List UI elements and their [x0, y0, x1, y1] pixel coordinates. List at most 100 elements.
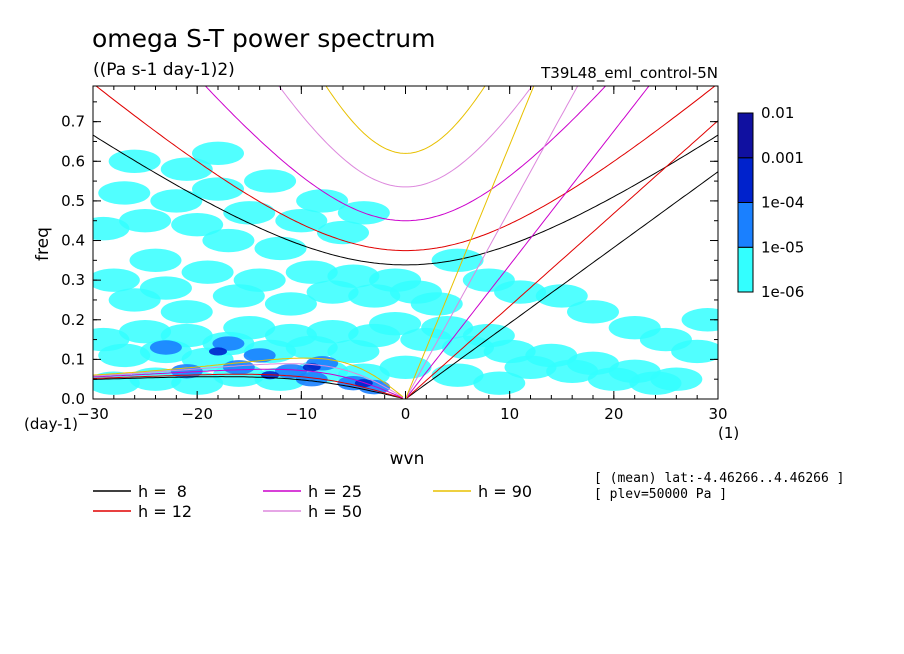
spectrum-blob [160, 300, 213, 324]
curve-inertia-gravity-h25 [204, 86, 607, 222]
spectrum-blob [473, 371, 526, 395]
spectrum-layer [93, 141, 718, 395]
spectrum-blob [129, 248, 182, 273]
x-unit-label: (1) [718, 424, 739, 442]
legend-label: h = 12 [138, 502, 192, 521]
curve-kelvin-h90 [405, 86, 535, 399]
spectrum-blob [410, 292, 463, 316]
spectrum-blob [650, 367, 703, 391]
x-tick-label: 10 [500, 405, 519, 423]
spectrum-blob [243, 348, 276, 363]
info-line-plev: [ plev=50000 Pa ] [594, 487, 727, 502]
spectrum-blob [306, 319, 359, 344]
run-label: T39L48_eml_control-5N [540, 64, 718, 83]
legend: h = 8h = 12 h = 25h = 50 h = 90 [93, 482, 532, 521]
spectrum-blob [192, 177, 244, 201]
spectrum-blob [108, 149, 161, 173]
spectrum-blob [171, 212, 224, 237]
curve-kelvin-h8 [405, 171, 718, 399]
dispersion-curves [93, 86, 718, 399]
info-line-latitude: [ (mean) lat:-4.46266..4.46266 ] [594, 471, 844, 486]
spectrum-blob [431, 248, 484, 273]
curve-inertia-gravity-h8 [93, 134, 718, 266]
colorbar-label: 1e-04 [761, 194, 804, 212]
spectrum-blob [681, 308, 718, 332]
spectrum-blob [93, 268, 140, 292]
y-tick-label: 0.4 [61, 232, 85, 250]
spectrum-blob [494, 280, 547, 304]
spectrum-blob [567, 300, 619, 324]
legend-label: h = 90 [478, 482, 532, 501]
y-tick-label: 0.1 [61, 350, 85, 368]
x-tick-label: 30 [708, 405, 727, 423]
spectrum-blob [369, 312, 422, 336]
spectrum-blob [379, 355, 432, 380]
spectrum-blob [296, 189, 349, 213]
y-tick-label: 0.6 [61, 152, 85, 170]
spectrum-blob [254, 236, 307, 261]
curve-rossby-h25 [93, 368, 404, 399]
y-tick-label: 0.2 [61, 311, 85, 329]
colorbar: 1e-06 1e-05 1e-04 0.001 0.01 [737, 104, 804, 301]
colorbar-label: 0.001 [761, 149, 804, 167]
spectrum-blob [98, 343, 151, 368]
spectrum-blob [275, 209, 328, 233]
x-tick-label: 0 [401, 405, 411, 423]
y-tick-label: 0.5 [61, 192, 85, 210]
spectrum-blob [98, 181, 151, 205]
y-tick-label: 0.0 [61, 390, 85, 408]
curve-rossby-h90 [93, 357, 404, 398]
spectrum-blob [317, 220, 369, 245]
x-axis-label: wvn [390, 449, 425, 469]
y-axis-label: freq [33, 227, 53, 261]
spectrum-blob [223, 201, 276, 225]
curve-inertia-gravity-h50 [278, 86, 533, 188]
spectrum-blob [222, 360, 255, 375]
spectrum-blob [202, 228, 255, 253]
spectrum-blob [535, 284, 588, 308]
spectrum-blob [150, 189, 203, 213]
x-tick-label: 20 [604, 405, 623, 423]
colorbar-label: 1e-05 [761, 238, 804, 256]
spectrum-blob [327, 264, 380, 288]
spectrum-blob [274, 364, 307, 379]
spectrum-blob [223, 315, 276, 340]
curve-rossby-h8 [93, 376, 404, 399]
curve-rossby-h50 [93, 363, 404, 398]
legend-label: h = 8 [138, 482, 187, 501]
chart-subtitle: ((Pa s-1 day-1)2) [93, 60, 235, 80]
y-unit-label: (day-1) [24, 415, 78, 433]
spectrum-blob [149, 340, 182, 355]
spectrum-blob [212, 336, 245, 351]
spectrum-blob [285, 260, 338, 284]
curve-kelvin-h12 [405, 120, 718, 399]
y-tick-label: 0.3 [61, 271, 85, 289]
spectrum-blob [139, 276, 192, 300]
curve-kelvin-h50 [405, 86, 579, 399]
spectrum-blob [181, 260, 234, 284]
colorbar-label: 1e-06 [761, 283, 804, 301]
spectrum-blob [295, 371, 328, 387]
spectrum-blob [244, 169, 297, 193]
spectrum-blob [209, 347, 227, 356]
legend-label: h = 50 [308, 502, 362, 521]
spectrum-blob [119, 209, 172, 233]
x-tick-label: −30 [77, 405, 109, 423]
chart-title: omega S-T power spectrum [92, 24, 436, 53]
colorbar-label: 0.01 [761, 104, 794, 122]
x-tick-label: −10 [286, 405, 318, 423]
colorbar-swatch [737, 112, 754, 159]
curve-inertia-gravity-h12 [95, 86, 716, 252]
spectrum-blob [671, 339, 718, 364]
axis-ticks: −30 −20 −10 0 10 20 30 0.0 0.1 0.2 0.3 0.4 0.5 0.6 0.7 [61, 86, 728, 423]
colorbar-swatch [737, 246, 754, 293]
spectrum-blob [421, 315, 474, 340]
colorbar-swatch [737, 157, 754, 203]
y-tick-label: 0.7 [61, 113, 85, 131]
spectrum-blob [431, 363, 484, 387]
curve-inertia-gravity-h90 [325, 86, 486, 154]
curve-kelvin-h25 [405, 86, 650, 399]
legend-label: h = 25 [308, 482, 362, 501]
spectrum-blob [192, 141, 244, 166]
